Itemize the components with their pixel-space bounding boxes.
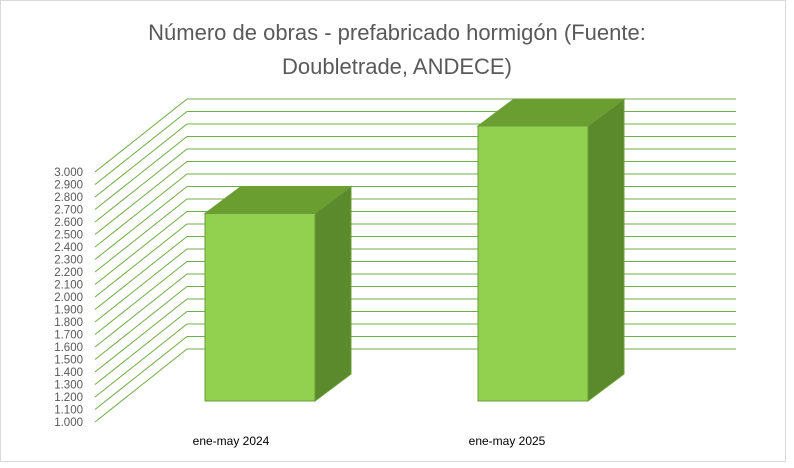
y-tick-label: 2.400	[54, 242, 83, 254]
gridline	[94, 311, 736, 385]
y-tick-label: 2.200	[54, 267, 83, 279]
y-tick-label: 1.700	[54, 330, 83, 342]
y-tick-label: 2.600	[54, 217, 83, 229]
bar	[477, 125, 589, 402]
y-tick-label: 2.900	[54, 180, 83, 192]
y-tick-label: 1.200	[54, 392, 83, 404]
y-tick-label: 1.500	[54, 355, 83, 367]
y-tick-label: 1.800	[54, 317, 83, 329]
y-tick-label: 2.000	[54, 292, 83, 304]
y-tick-label: 2.800	[54, 192, 83, 204]
x-tick-label: ene-may 2025	[469, 434, 546, 448]
chart-title-line-1: Número de obras - prefabricado hormigón …	[148, 20, 646, 45]
y-tick-label: 1.600	[54, 342, 83, 354]
chart-title: Número de obras - prefabricado hormigón …	[0, 16, 794, 84]
y-tick-label: 2.100	[54, 280, 83, 292]
y-tick-label: 2.300	[54, 255, 83, 267]
y-tick-label: 1.000	[54, 417, 83, 429]
gridline	[94, 336, 736, 410]
bar-side	[314, 185, 352, 402]
bar-side	[587, 98, 625, 402]
x-tick-label: ene-may 2024	[193, 434, 270, 448]
y-tick-label: 2.500	[54, 230, 83, 242]
y-tick-label: 1.900	[54, 305, 83, 317]
chart-title-line-2: Doubletrade, ANDECE)	[282, 54, 512, 79]
bar	[204, 213, 316, 402]
gridline	[94, 298, 736, 373]
y-tick-label: 1.400	[54, 367, 83, 379]
y-tick-label: 2.700	[54, 205, 83, 217]
y-tick-label: 1.100	[54, 405, 83, 417]
gridline	[94, 323, 736, 398]
gridline	[94, 348, 736, 423]
y-tick-label: 3.000	[54, 167, 83, 179]
y-tick-label: 1.300	[54, 380, 83, 392]
